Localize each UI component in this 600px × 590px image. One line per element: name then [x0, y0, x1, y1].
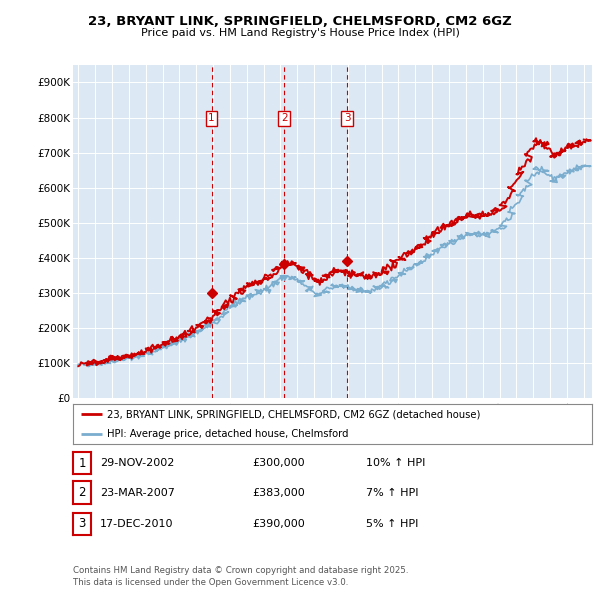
Text: 3: 3: [344, 113, 350, 123]
Text: 29-NOV-2002: 29-NOV-2002: [100, 458, 175, 468]
Text: Price paid vs. HM Land Registry's House Price Index (HPI): Price paid vs. HM Land Registry's House …: [140, 28, 460, 38]
Text: £300,000: £300,000: [252, 458, 305, 468]
Text: 2: 2: [281, 113, 287, 123]
Text: £383,000: £383,000: [252, 488, 305, 497]
Text: 17-DEC-2010: 17-DEC-2010: [100, 519, 174, 529]
Text: £390,000: £390,000: [252, 519, 305, 529]
Text: 1: 1: [79, 457, 86, 470]
Text: 23, BRYANT LINK, SPRINGFIELD, CHELMSFORD, CM2 6GZ (detached house): 23, BRYANT LINK, SPRINGFIELD, CHELMSFORD…: [107, 409, 481, 419]
Text: 23, BRYANT LINK, SPRINGFIELD, CHELMSFORD, CM2 6GZ: 23, BRYANT LINK, SPRINGFIELD, CHELMSFORD…: [88, 15, 512, 28]
Text: 1: 1: [208, 113, 215, 123]
Text: 5% ↑ HPI: 5% ↑ HPI: [366, 519, 418, 529]
Text: Contains HM Land Registry data © Crown copyright and database right 2025.
This d: Contains HM Land Registry data © Crown c…: [73, 566, 409, 587]
Text: 3: 3: [79, 517, 86, 530]
Text: 23-MAR-2007: 23-MAR-2007: [100, 488, 175, 497]
Text: 10% ↑ HPI: 10% ↑ HPI: [366, 458, 425, 468]
Text: 7% ↑ HPI: 7% ↑ HPI: [366, 488, 419, 497]
Text: HPI: Average price, detached house, Chelmsford: HPI: Average price, detached house, Chel…: [107, 429, 349, 438]
Text: 2: 2: [79, 486, 86, 499]
